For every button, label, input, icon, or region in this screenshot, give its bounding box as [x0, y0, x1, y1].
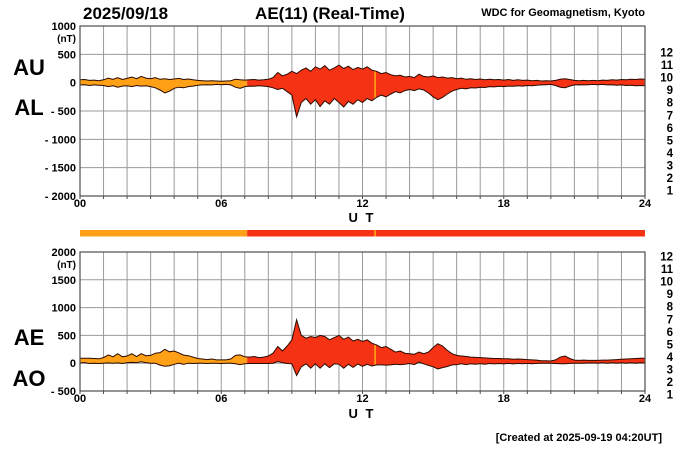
x-tick-label: 18	[498, 198, 510, 210]
trace-al	[79, 83, 646, 119]
index-band-fill-orange	[80, 76, 248, 93]
xaxis-title-bottom: U T	[349, 406, 376, 421]
page-title: AE(11) (Real-Time)	[255, 4, 405, 23]
y-tick-label: 0	[70, 358, 76, 370]
activity-colorbar-segment-orange	[374, 230, 376, 237]
activity-level-10: 10	[660, 73, 673, 85]
title-date: 2025/09/18	[83, 4, 168, 23]
activity-level-1: 1	[667, 186, 674, 198]
trace-au	[79, 64, 646, 82]
y-tick-label: 1000	[52, 303, 76, 315]
x-tick-label: 00	[74, 393, 86, 405]
activity-level-12: 12	[660, 48, 673, 60]
axis-label-ao: AO	[13, 366, 46, 391]
index-band-fill-orange	[374, 344, 376, 366]
activity-level-11: 11	[661, 60, 674, 72]
activity-level-9: 9	[667, 85, 673, 97]
x-tick-label: 12	[356, 393, 368, 405]
y-tick-label: - 1500	[45, 163, 76, 175]
y-tick-label: 1500	[52, 275, 76, 287]
activity-level-9: 9	[667, 289, 673, 301]
activity-level-8: 8	[667, 302, 674, 314]
activity-colorbar-segment-orange	[80, 230, 248, 237]
activity-level-6: 6	[667, 327, 673, 339]
axis-label-au: AU	[13, 55, 45, 80]
activity-level-12: 12	[660, 252, 673, 264]
x-tick-label: 24	[639, 393, 652, 405]
y-tick-label: - 2000	[45, 191, 76, 203]
activity-level-3: 3	[667, 364, 673, 376]
trace-ae	[80, 317, 645, 362]
trace-ao	[79, 360, 646, 377]
x-tick-label: 06	[215, 393, 227, 405]
activity-level-11: 11	[661, 264, 674, 276]
activity-level-1: 1	[667, 390, 674, 402]
activity-level-8: 8	[667, 98, 674, 110]
xaxis-title-top: U T	[349, 210, 376, 225]
index-band-fill-orange	[374, 70, 376, 100]
activity-level-6: 6	[667, 123, 673, 135]
activity-level-4: 4	[667, 148, 674, 160]
x-tick-label: 12	[356, 198, 368, 210]
activity-level-7: 7	[667, 314, 673, 326]
y-tick-label: 1000	[52, 21, 76, 33]
activity-level-5: 5	[667, 339, 674, 351]
x-tick-label: 24	[639, 198, 652, 210]
activity-level-4: 4	[667, 352, 674, 364]
activity-level-7: 7	[667, 110, 673, 122]
activity-level-2: 2	[667, 377, 673, 389]
activity-level-10: 10	[660, 277, 673, 289]
activity-colorbar-segment-red	[247, 230, 646, 237]
axis-label-ae: AE	[14, 325, 45, 350]
y-tick-label: - 500	[51, 386, 76, 398]
y-tick-label: 0	[70, 78, 76, 90]
created-timestamp: [Created at 2025-09-19 04:20UT]	[496, 432, 663, 444]
y-tick-label: 500	[58, 330, 76, 342]
index-band-fill-red	[247, 319, 645, 376]
y-tick-label: - 500	[51, 106, 76, 118]
index-band-fill-orange	[80, 349, 248, 367]
activity-level-2: 2	[667, 173, 673, 185]
x-tick-label: 06	[215, 198, 227, 210]
index-band-fill-red	[247, 65, 645, 117]
y-tick-label: 500	[58, 49, 76, 61]
activity-level-3: 3	[667, 160, 673, 172]
x-tick-label: 00	[74, 198, 86, 210]
y-axis-unit: (nT)	[57, 260, 76, 271]
x-tick-label: 18	[498, 393, 510, 405]
source-label: WDC for Geomagnetism, Kyoto	[481, 7, 645, 19]
y-axis-unit: (nT)	[57, 34, 76, 45]
y-tick-label: - 1000	[45, 134, 76, 146]
y-tick-label: 2000	[52, 247, 76, 259]
activity-level-5: 5	[667, 135, 674, 147]
axis-label-al: AL	[14, 95, 43, 120]
